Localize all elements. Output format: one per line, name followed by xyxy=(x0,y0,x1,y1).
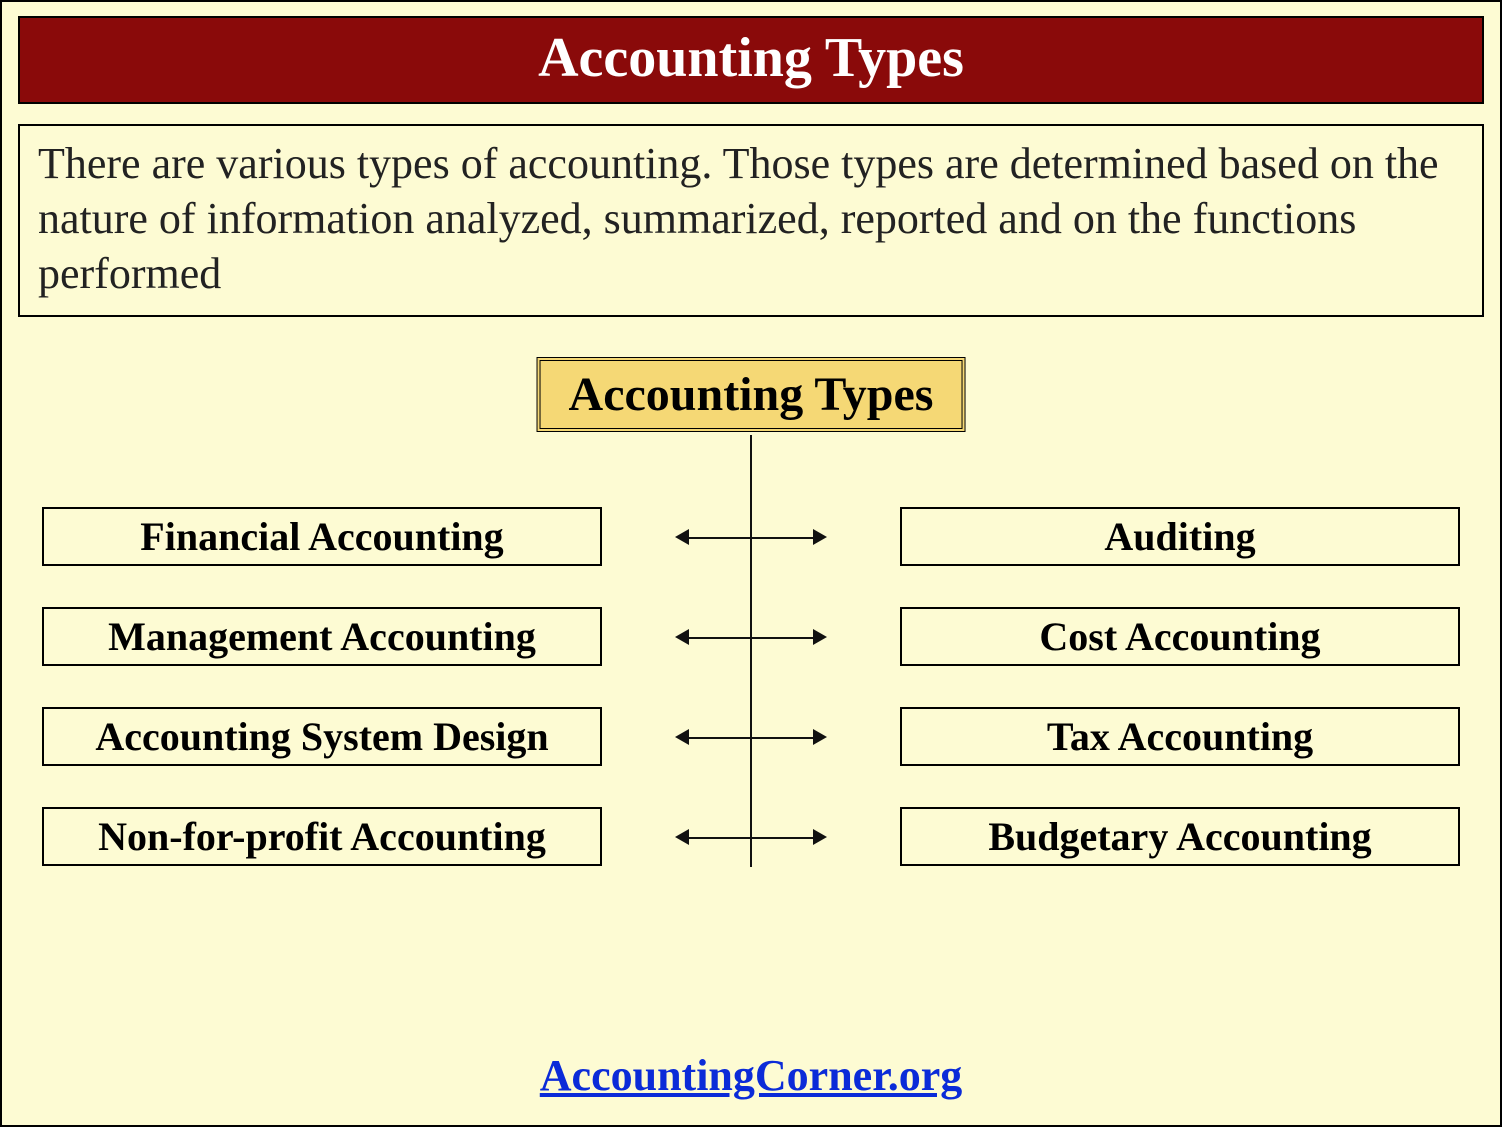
title-text: Accounting Types xyxy=(538,27,964,89)
arrow-head-row-1-right xyxy=(813,529,827,545)
arrow-row-2-right xyxy=(751,637,813,639)
right-node-4: Budgetary Accounting xyxy=(900,807,1460,866)
arrow-head-row-2-right xyxy=(813,629,827,645)
description-box: There are various types of accounting. T… xyxy=(18,124,1484,317)
arrow-row-4-right xyxy=(751,837,813,839)
footer-link-text: AccountingCorner.org xyxy=(540,1051,962,1100)
arrow-head-row-4-left xyxy=(675,829,689,845)
title-bar: Accounting Types xyxy=(18,16,1484,104)
arrow-row-1-left xyxy=(689,537,751,539)
arrow-head-row-3-right xyxy=(813,729,827,745)
diagram-area: Accounting Types Financial Accounting Au… xyxy=(18,357,1484,937)
root-label: Accounting Types xyxy=(569,368,934,421)
vertical-stem xyxy=(750,435,752,867)
left-node-3: Accounting System Design xyxy=(42,707,602,766)
left-node-4: Non-for-profit Accounting xyxy=(42,807,602,866)
right-node-3: Tax Accounting xyxy=(900,707,1460,766)
right-node-3-label: Tax Accounting xyxy=(1047,714,1313,759)
right-node-4-label: Budgetary Accounting xyxy=(988,814,1371,859)
left-node-2-label: Management Accounting xyxy=(108,614,536,659)
arrow-head-row-2-left xyxy=(675,629,689,645)
right-node-1-label: Auditing xyxy=(1104,514,1255,559)
left-node-1-label: Financial Accounting xyxy=(140,514,503,559)
left-node-4-label: Non-for-profit Accounting xyxy=(98,814,546,859)
left-node-1: Financial Accounting xyxy=(42,507,602,566)
arrow-row-4-left xyxy=(689,837,751,839)
arrow-head-row-3-left xyxy=(675,729,689,745)
right-node-2-label: Cost Accounting xyxy=(1039,614,1320,659)
arrow-head-row-4-right xyxy=(813,829,827,845)
arrow-row-1-right xyxy=(751,537,813,539)
arrow-head-row-1-left xyxy=(675,529,689,545)
left-node-2: Management Accounting xyxy=(42,607,602,666)
right-node-2: Cost Accounting xyxy=(900,607,1460,666)
left-node-3-label: Accounting System Design xyxy=(95,714,548,759)
footer-link[interactable]: AccountingCorner.org xyxy=(540,1050,962,1101)
slide-frame: Accounting Types There are various types… xyxy=(0,0,1502,1127)
root-node: Accounting Types xyxy=(537,357,966,432)
arrow-row-3-right xyxy=(751,737,813,739)
arrow-row-3-left xyxy=(689,737,751,739)
right-node-1: Auditing xyxy=(900,507,1460,566)
arrow-row-2-left xyxy=(689,637,751,639)
description-text: There are various types of accounting. T… xyxy=(38,139,1439,298)
